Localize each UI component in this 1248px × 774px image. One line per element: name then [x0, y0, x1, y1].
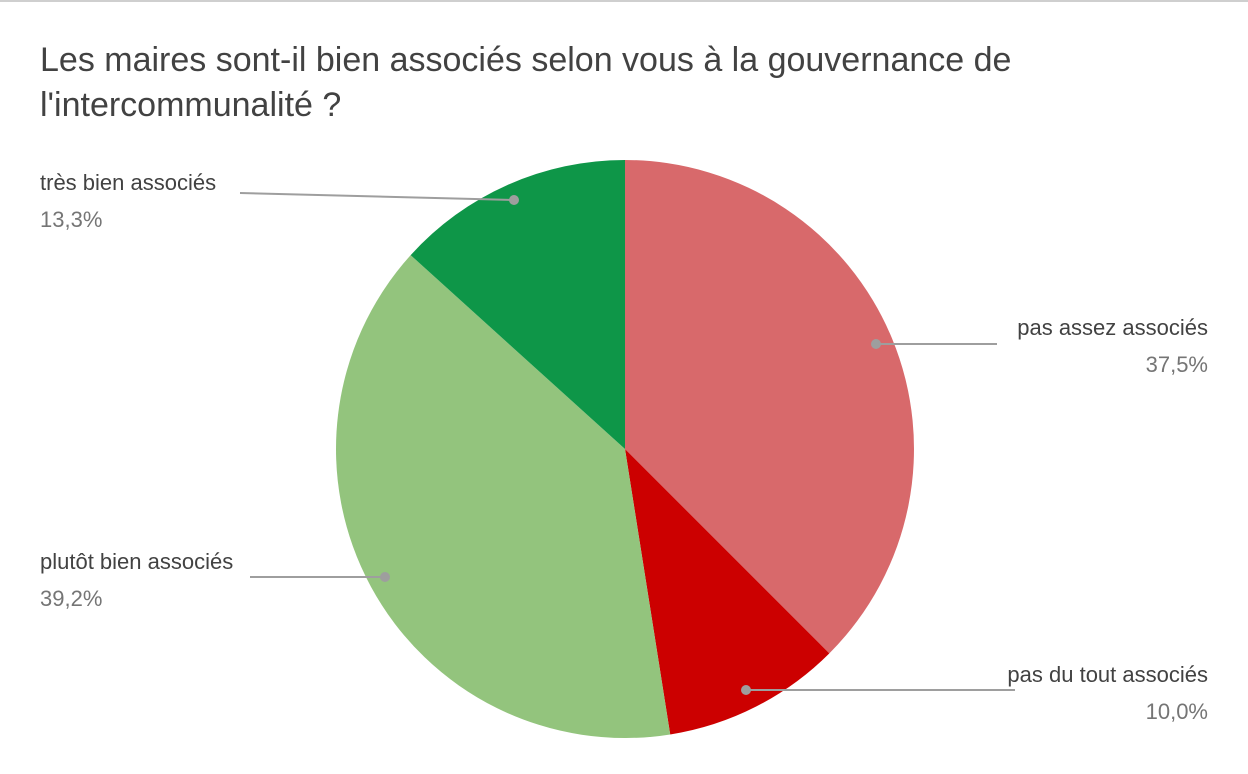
- leader-dot-plutot-bien-associes: [380, 572, 390, 582]
- leader-dot-tres-bien-associes: [509, 195, 519, 205]
- pie-slice-pas-assez-associes[interactable]: [625, 160, 914, 654]
- slice-value-plutot-bien-associes: 39,2%: [40, 586, 103, 611]
- callout-pas-assez-associes: pas assez associés 37,5%: [1017, 313, 1208, 380]
- slice-value-pas-du-tout-associes: 10,0%: [1145, 699, 1208, 724]
- callout-tres-bien-associes: très bien associés 13,3%: [40, 168, 216, 235]
- chart-title: Les maires sont-il bien associés selon v…: [40, 38, 1200, 128]
- slice-value-pas-assez-associes: 37,5%: [1145, 352, 1208, 377]
- pie-slice-plutot-bien-associes[interactable]: [336, 255, 671, 738]
- leader-dot-pas-assez-associes: [871, 339, 881, 349]
- pie-slice-tres-bien-associes[interactable]: [410, 160, 625, 449]
- slice-label-pas-du-tout-associes: pas du tout associés: [1007, 662, 1208, 687]
- pie-slice-pas-du-tout-associes[interactable]: [625, 449, 830, 735]
- chart-title-line2: l'intercommunalité ?: [40, 86, 342, 124]
- slice-label-pas-assez-associes: pas assez associés: [1017, 315, 1208, 340]
- slice-label-tres-bien-associes: très bien associés: [40, 170, 217, 195]
- chart-title-line1: Les maires sont-il bien associés selon v…: [40, 41, 1012, 79]
- slice-value-tres-bien-associes: 13,3%: [40, 207, 103, 232]
- callout-plutot-bien-associes: plutôt bien associés 39,2%: [40, 547, 233, 614]
- leader-line-tres-bien-associes: [239, 192, 515, 201]
- callout-pas-du-tout-associes: pas du tout associés 10,0%: [1007, 660, 1208, 727]
- leader-dot-pas-du-tout-associes: [741, 685, 751, 695]
- slice-label-plutot-bien-associes: plutôt bien associés: [40, 549, 234, 574]
